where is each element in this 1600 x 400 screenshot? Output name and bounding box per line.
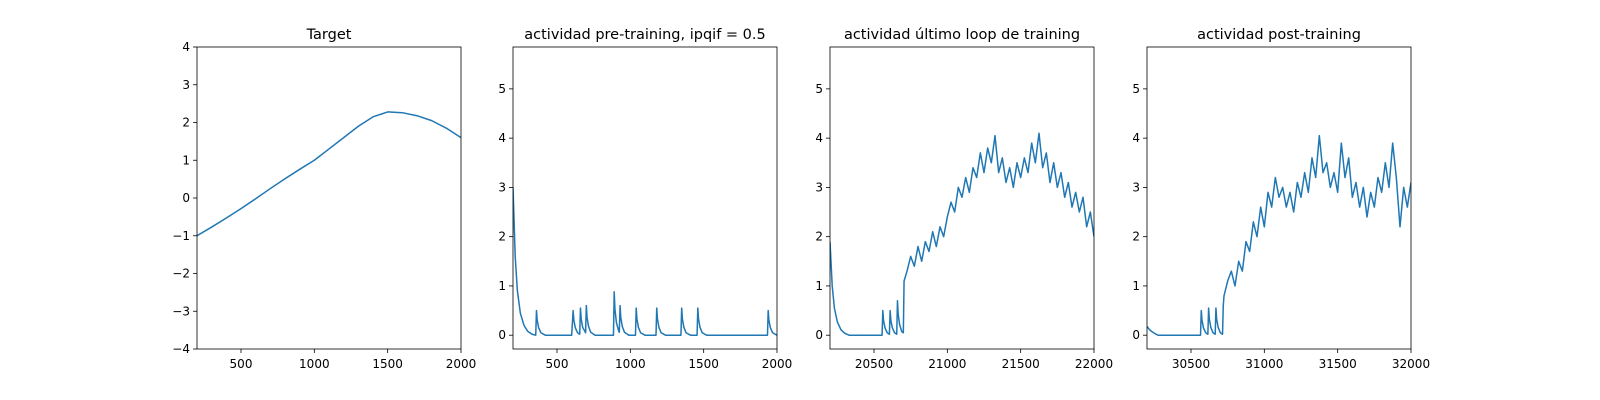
axes-frame: [1146, 46, 1412, 350]
y-tick-label: 2: [815, 230, 823, 244]
chart-title: actividad pre-training, ipqif = 0.5: [524, 27, 765, 43]
y-tick-label: 0: [815, 328, 823, 342]
y-tick-label: 4: [815, 131, 823, 145]
axes-frame: [196, 46, 462, 350]
y-tick-label: 4: [498, 131, 506, 145]
y-tick-label: 3: [498, 180, 506, 194]
y-tick-label: 2: [182, 116, 190, 130]
y-tick-label: −4: [172, 342, 190, 356]
y-tick-label: 3: [1132, 180, 1140, 194]
x-tick-label: 30500: [1172, 357, 1210, 371]
x-tick-label: 31500: [1319, 357, 1357, 371]
chart-title: Target: [306, 27, 352, 43]
x-tick-label: 2000: [762, 357, 793, 371]
data-line: [513, 187, 777, 336]
y-tick-label: 0: [498, 328, 506, 342]
data-line: [1147, 134, 1411, 336]
x-tick-label: 500: [546, 357, 569, 371]
subplot: Target 500 1000 1500 2000 −4 −3 −2 −1 0 1 2 3 4: [172, 27, 476, 371]
x-tick-label: 1500: [372, 357, 403, 371]
y-tick-label: 4: [182, 40, 190, 54]
y-tick-label: 0: [1132, 328, 1140, 342]
x-tick-label: 31000: [1245, 357, 1283, 371]
data-line: [197, 111, 461, 237]
y-tick-label: 2: [498, 230, 506, 244]
x-tick-label: 22000: [1075, 357, 1113, 371]
y-tick-label: 5: [498, 82, 506, 96]
chart-title: actividad post-training: [1197, 27, 1361, 43]
y-tick-label: −2: [172, 267, 190, 281]
y-tick-label: 0: [182, 191, 190, 205]
data-line: [830, 132, 1094, 336]
x-tick-label: 1000: [615, 357, 646, 371]
axes-frame: [512, 46, 778, 350]
chart-title: actividad último loop de training: [844, 27, 1080, 43]
x-tick-label: 21500: [1002, 357, 1040, 371]
y-tick-label: 1: [815, 279, 823, 293]
x-tick-label: 1500: [688, 357, 719, 371]
y-tick-label: 5: [815, 82, 823, 96]
x-tick-label: 32000: [1392, 357, 1430, 371]
y-tick-label: −1: [172, 229, 190, 243]
y-tick-label: 4: [1132, 131, 1140, 145]
y-tick-label: 1: [1132, 279, 1140, 293]
x-tick-label: 500: [230, 357, 253, 371]
x-tick-label: 2000: [446, 357, 477, 371]
y-tick-label: 1: [498, 279, 506, 293]
x-tick-label: 21000: [928, 357, 966, 371]
x-tick-label: 1000: [299, 357, 330, 371]
y-tick-label: −3: [172, 304, 190, 318]
y-tick-label: 1: [182, 153, 190, 167]
y-tick-label: 3: [815, 180, 823, 194]
x-tick-label: 20500: [855, 357, 893, 371]
y-tick-label: 5: [1132, 82, 1140, 96]
axes-frame: [829, 46, 1095, 350]
y-tick-label: 3: [182, 78, 190, 92]
y-tick-label: 2: [1132, 230, 1140, 244]
